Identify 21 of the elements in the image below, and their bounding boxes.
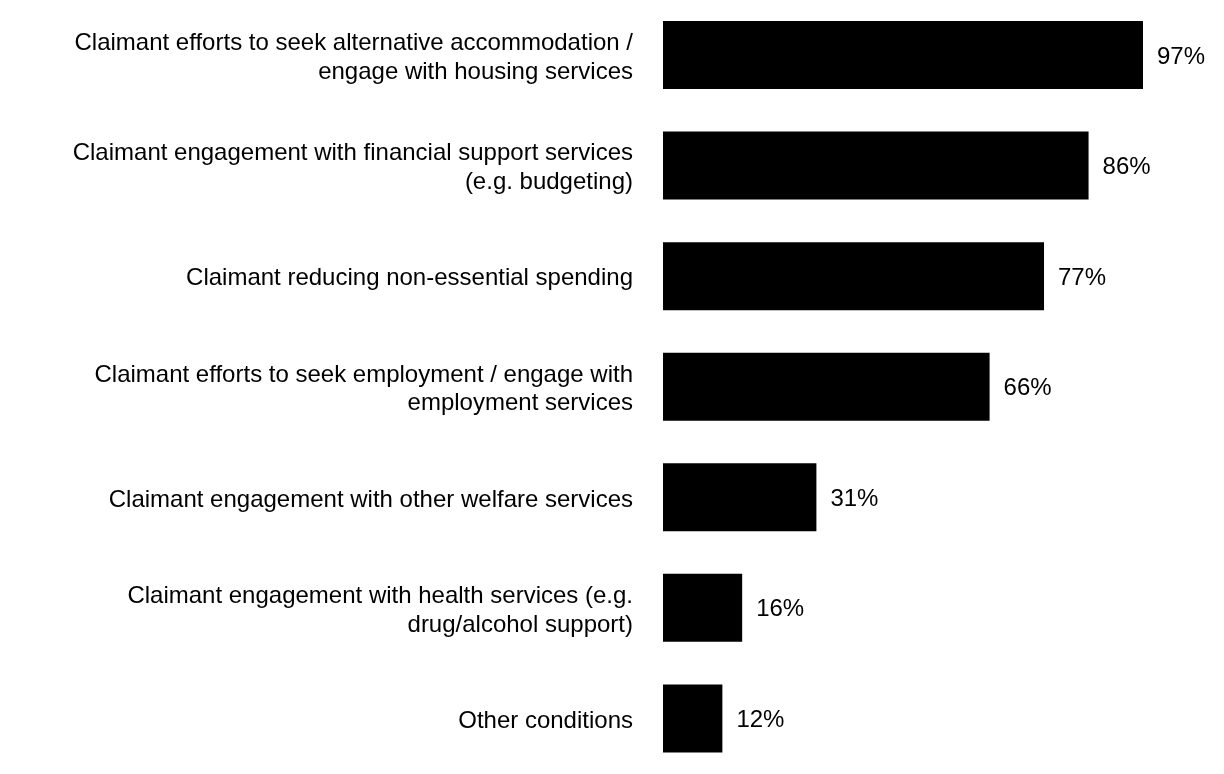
data-label: 16% [756,594,805,622]
bar [663,242,1045,311]
data-label: 86% [1102,152,1151,180]
bar [663,352,990,421]
bar [663,463,817,532]
data-label: 12% [736,704,785,732]
y-tick-label: Claimant engagement with health services (e.g. drug/alcohol support) [127,580,633,637]
y-tick-label: Claimant efforts to seek alternative accommodation / engage with housing services [74,27,634,84]
data-label: 31% [830,483,879,511]
bar [663,573,743,642]
y-tick-label: Other conditions [458,705,633,733]
bar [663,21,1143,89]
y-tick-label: Claimant reducing non-essential spending [186,262,633,290]
y-tick-label: Claimant engagement with financial support services (e.g. budgeting) [72,137,633,194]
bar [663,131,1089,200]
y-tick-label: Claimant efforts to seek employment / engage with employment services [94,359,633,415]
data-label: 77% [1058,262,1107,290]
data-label: 97% [1157,41,1206,69]
bar [663,684,723,753]
data-label: 66% [1003,373,1052,401]
y-tick-label: Claimant engagement with other welfare services [108,484,633,512]
